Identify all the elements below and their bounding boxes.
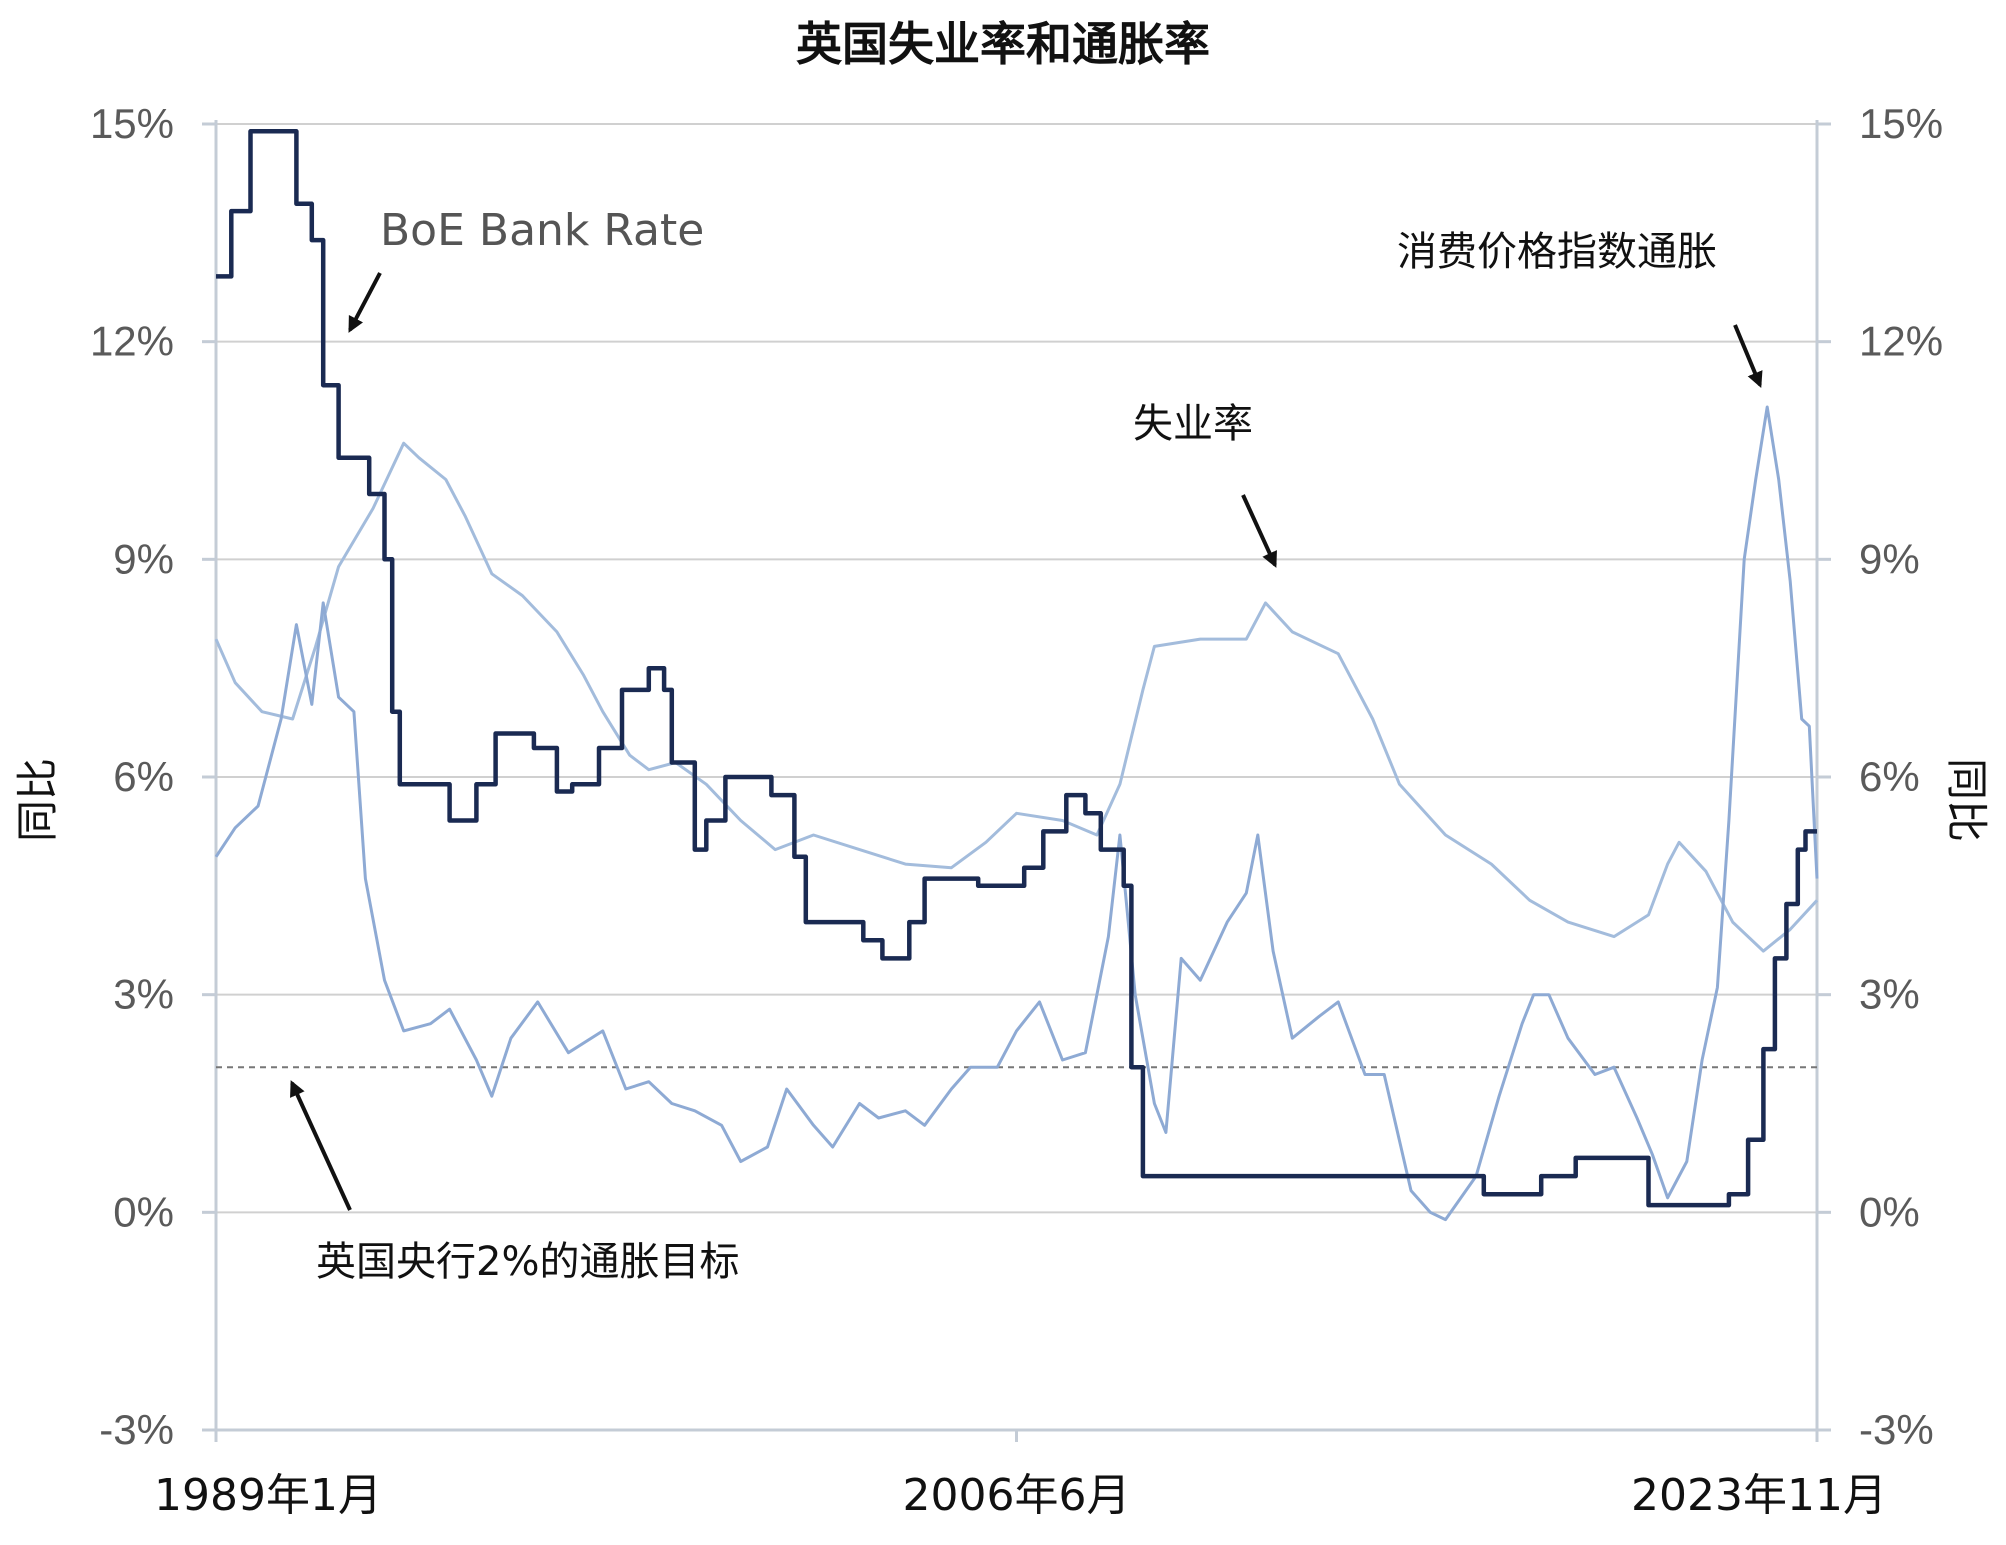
y-axis-title-left: 同比 (13, 758, 62, 842)
y-tick-label-left: 9% (113, 535, 174, 582)
arrow-target (290, 1080, 352, 1211)
y-tick-label-right: 6% (1859, 753, 1920, 800)
y-tick-label-right: 3% (1859, 971, 1920, 1018)
arrow-unemployment (1241, 494, 1277, 568)
annotation-cpi: 消费价格指数通胀 (1397, 229, 1717, 275)
y-ticks-right: 15% 12% 9% 6% 3% 0% -3% (1859, 100, 1943, 1453)
y-tick-label-left: -3% (99, 1406, 174, 1453)
annotation-unemployment: 失业率 (1133, 401, 1253, 447)
series-line-bank-rate (216, 129, 1817, 1208)
y-tick-label-right: 9% (1859, 535, 1920, 582)
series-line-unemployment (214, 441, 1819, 953)
annotation-bank-rate: BoE Bank Rate (380, 205, 704, 256)
gridlines (216, 123, 1817, 1214)
y-axis-title-right: 同比 (1942, 758, 1991, 842)
y-tick-label-right: -3% (1859, 1406, 1934, 1453)
y-tick-label-left: 6% (113, 753, 174, 800)
x-tick-label: 2023年11月 (1631, 1470, 1887, 1521)
y-tick-label-right: 0% (1859, 1188, 1920, 1235)
arrow-cpi (1733, 324, 1763, 388)
y-tick-label-left: 0% (113, 1188, 174, 1235)
y-ticks-left: 15% 12% 9% 6% 3% 0% -3% (90, 100, 174, 1453)
x-tick-label: 1989年1月 (154, 1470, 382, 1521)
y-tick-label-right: 15% (1859, 100, 1943, 147)
y-tick-label-right: 12% (1859, 318, 1943, 365)
chart-title: 英国失业率和通胀率 (796, 17, 1210, 71)
series-line-cpi (214, 405, 1819, 1222)
x-ticks: 1989年1月 2006年6月 2023年11月 (154, 1430, 1887, 1521)
y-tick-label-left: 12% (90, 318, 174, 365)
y-tick-label-left: 15% (90, 100, 174, 147)
y-tick-label-left: 3% (113, 971, 174, 1018)
series-layer (214, 129, 1819, 1222)
arrow-bank-rate (348, 272, 382, 333)
x-tick-label: 2006年6月 (903, 1470, 1131, 1521)
annotation-target: 英国央行2%的通胀目标 (316, 1239, 739, 1285)
